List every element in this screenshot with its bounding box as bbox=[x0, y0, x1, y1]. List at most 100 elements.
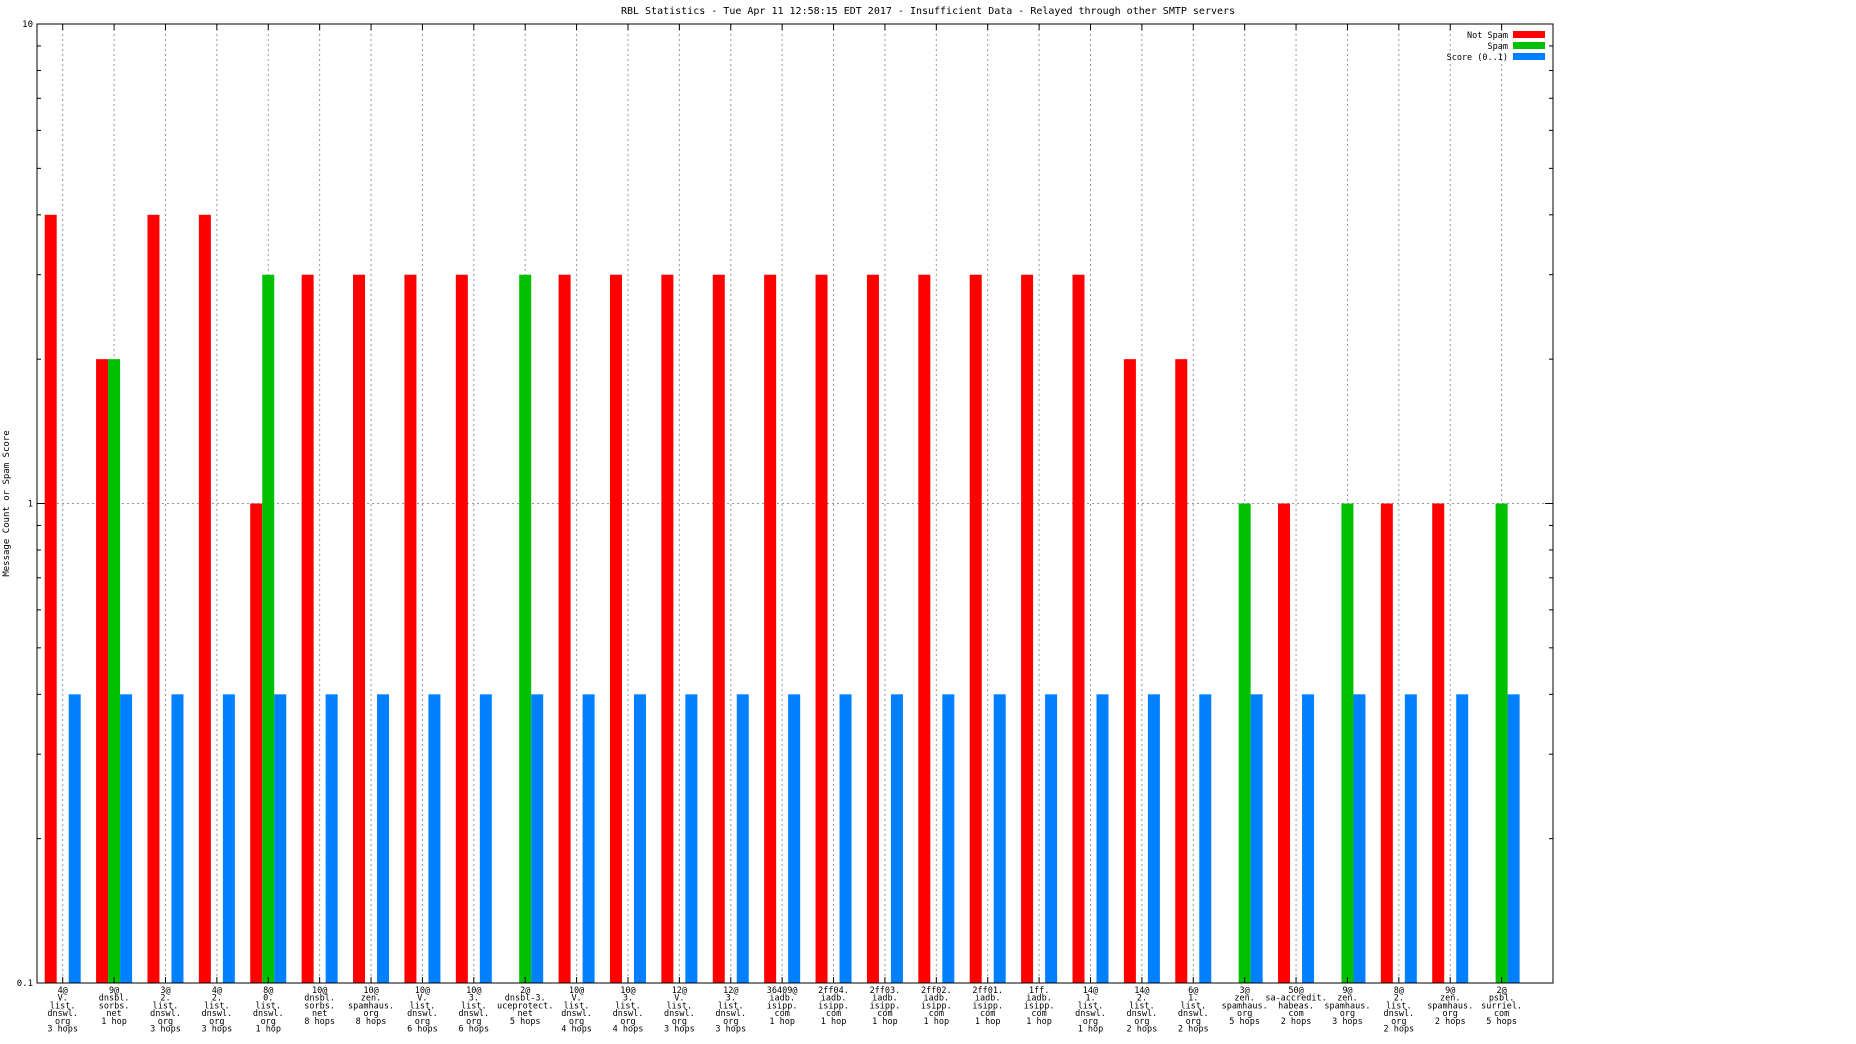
bar bbox=[1021, 274, 1034, 984]
bar bbox=[404, 274, 417, 984]
bar bbox=[96, 359, 109, 983]
bar bbox=[942, 694, 955, 983]
bar bbox=[736, 694, 749, 983]
bar bbox=[1072, 274, 1085, 984]
category-label: 12@ 3. list. dnswl. org 3 hops bbox=[715, 986, 746, 1035]
y-tick-label: 0.1 bbox=[17, 979, 33, 989]
bar bbox=[44, 214, 57, 983]
category-label: 10@ zen. spamhaus. org 8 hops bbox=[348, 986, 394, 1027]
category-label: 14@ 1. list. dnswl. org 1 hop bbox=[1075, 986, 1106, 1035]
bar bbox=[274, 694, 287, 983]
bar bbox=[1495, 503, 1508, 983]
category-label: 10@ V. list. dnswl. org 6 hops bbox=[407, 986, 438, 1035]
category-label: 9@ zen. spamhaus. org 3 hops bbox=[1324, 986, 1370, 1027]
bar bbox=[262, 274, 275, 984]
category-label: 4@ 2. list. dnswl. org 3 hops bbox=[202, 986, 233, 1035]
bar bbox=[222, 694, 235, 983]
category-label: 10@ dnsbl. sorbs. net 8 hops bbox=[304, 986, 335, 1027]
bar bbox=[353, 274, 366, 984]
legend-label: Score (0..1) bbox=[1447, 53, 1508, 63]
category-label: 36409@ iadb. isipp. com 1 hop bbox=[767, 986, 798, 1027]
category-label: 10@ 3. list. dnswl. org 6 hops bbox=[458, 986, 489, 1035]
bar bbox=[455, 274, 468, 984]
bar bbox=[633, 694, 646, 983]
bar bbox=[1278, 503, 1291, 983]
category-label: 10@ V. list. dnswl. org 4 hops bbox=[561, 986, 592, 1035]
axis-ticks: 0.1 1 10 bbox=[17, 20, 1553, 989]
bar bbox=[108, 359, 121, 983]
bar bbox=[377, 694, 390, 983]
category-label: 2ff02. iadb. isipp. com 1 hop bbox=[921, 986, 952, 1027]
category-label: 9@ dnsbl. sorbs. net 1 hop bbox=[99, 986, 130, 1027]
bar bbox=[531, 694, 544, 983]
bar bbox=[519, 274, 532, 984]
bar bbox=[1353, 694, 1366, 983]
bar bbox=[1238, 503, 1251, 983]
bar bbox=[1199, 694, 1212, 983]
bar bbox=[1507, 694, 1520, 983]
bar bbox=[582, 694, 595, 983]
bar bbox=[250, 503, 263, 983]
bar bbox=[890, 694, 903, 983]
bar bbox=[1302, 694, 1315, 983]
bar bbox=[685, 694, 698, 983]
bar bbox=[866, 274, 879, 984]
bar bbox=[1250, 694, 1263, 983]
bar bbox=[1380, 503, 1393, 983]
category-label: 9@ zen. spamhaus. org 2 hops bbox=[1427, 986, 1473, 1027]
category-label: 2@ psbl. surriel. com 5 hops bbox=[1481, 986, 1522, 1027]
bar bbox=[68, 694, 81, 983]
bar bbox=[1096, 694, 1109, 983]
bar bbox=[147, 214, 160, 983]
bar bbox=[918, 274, 931, 984]
legend-swatch bbox=[1513, 53, 1545, 60]
bar bbox=[171, 694, 184, 983]
bar bbox=[1123, 359, 1136, 983]
bar bbox=[712, 274, 725, 984]
category-label: 2ff03. iadb. isipp. com 1 hop bbox=[870, 986, 901, 1027]
category-label: 2ff04. iadb. isipp. com 1 hop bbox=[818, 986, 849, 1027]
bar bbox=[1147, 694, 1160, 983]
bar bbox=[609, 274, 622, 984]
chart-title: RBL Statistics - Tue Apr 11 12:58:15 EDT… bbox=[621, 6, 1235, 17]
category-label: 10@ 3. list. dnswl. org 4 hops bbox=[613, 986, 644, 1035]
bar bbox=[428, 694, 441, 983]
bar bbox=[1341, 503, 1354, 983]
legend-label: Spam bbox=[1488, 42, 1508, 52]
category-label: 4@ V. list. dnswl. org 3 hops bbox=[47, 986, 78, 1035]
bars bbox=[44, 214, 1520, 984]
bar bbox=[558, 274, 571, 984]
bar bbox=[1432, 503, 1445, 983]
legend-swatch bbox=[1513, 42, 1545, 49]
y-tick-label: 1 bbox=[28, 500, 33, 510]
bar bbox=[661, 274, 674, 984]
y-axis-label: Message Count or Spam Score bbox=[2, 430, 12, 576]
bar bbox=[1175, 359, 1188, 983]
category-label: 2ff01. iadb. isipp. com 1 hop bbox=[972, 986, 1003, 1027]
category-label: 1ff. iadb. isipp. com 1 hop bbox=[1024, 986, 1055, 1027]
category-label: 6@ 1. list. dnswl. org 2 hops bbox=[1178, 986, 1209, 1035]
bar bbox=[839, 694, 852, 983]
bar bbox=[301, 274, 314, 984]
legend-label: Not Spam bbox=[1467, 31, 1508, 41]
bar bbox=[479, 694, 492, 983]
category-label: 3@ zen. spamhaus. org 5 hops bbox=[1222, 986, 1268, 1027]
category-label: 3@ 2. list. dnswl. org 3 hops bbox=[150, 986, 181, 1035]
y-tick-label: 10 bbox=[22, 20, 33, 30]
bar bbox=[1456, 694, 1469, 983]
bar bbox=[788, 694, 801, 983]
category-label: 8@ 2. list. dnswl. org 2 hops bbox=[1383, 986, 1414, 1035]
category-label: 2@ dnsbl-3. uceprotect. net 5 hops bbox=[497, 986, 553, 1027]
bar bbox=[325, 694, 338, 983]
legend-swatch bbox=[1513, 31, 1545, 38]
bar bbox=[1404, 694, 1417, 983]
category-label: 12@ V. list. dnswl. org 3 hops bbox=[664, 986, 695, 1035]
bar bbox=[764, 274, 777, 984]
bar bbox=[815, 274, 828, 984]
category-label: 14@ 2. list. dnswl. org 2 hops bbox=[1127, 986, 1158, 1035]
bar bbox=[969, 274, 982, 984]
bar bbox=[1045, 694, 1058, 983]
category-label: 8@ 0. list. dnswl. org 1 hop bbox=[253, 986, 284, 1035]
